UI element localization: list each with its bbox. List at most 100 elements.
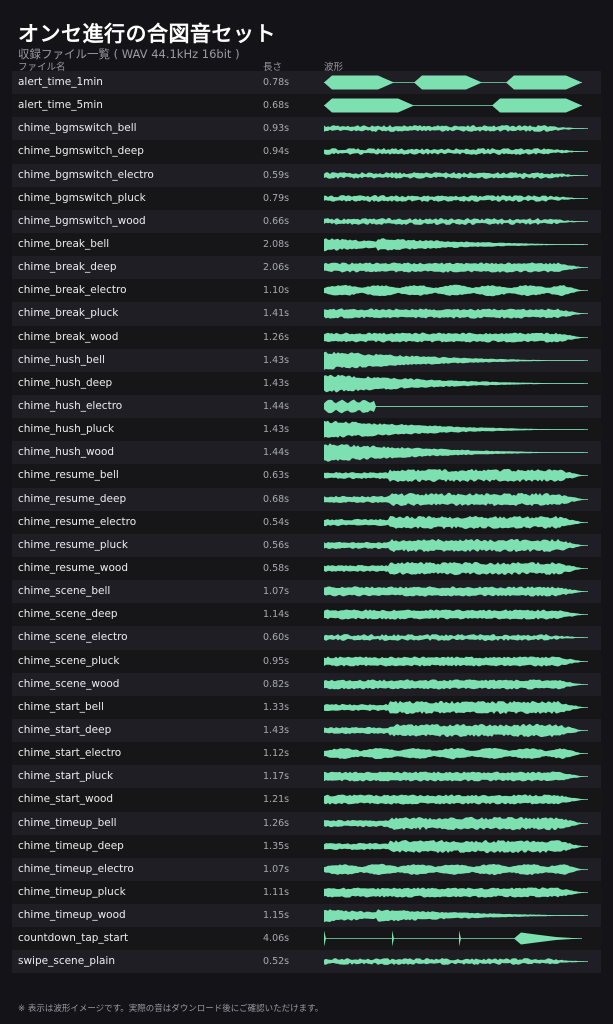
file-length: 1.44s <box>263 400 290 412</box>
file-row[interactable]: chime_timeup_wood 1.15s <box>12 904 601 928</box>
file-row[interactable]: chime_timeup_bell 1.26s <box>12 811 601 835</box>
file-row[interactable]: chime_scene_bell 1.07s <box>12 580 601 604</box>
file-row[interactable]: chime_start_pluck 1.17s <box>12 765 601 789</box>
file-row[interactable]: chime_start_bell 1.33s <box>12 695 601 719</box>
waveform-icon <box>324 238 588 252</box>
waveform-shape <box>324 958 584 966</box>
file-row[interactable]: alert_time_5min 0.68s <box>12 94 601 118</box>
file-row[interactable]: chime_start_deep 1.43s <box>12 718 601 743</box>
file-name: chime_bgmswitch_pluck <box>18 191 146 204</box>
file-length: 1.26s <box>263 817 290 829</box>
waveform-shape <box>324 308 584 320</box>
file-row[interactable]: chime_timeup_deep 1.35s <box>12 834 601 858</box>
waveform-icon <box>324 958 588 966</box>
file-row[interactable]: chime_timeup_pluck 1.11s <box>12 880 601 905</box>
file-length: 1.41s <box>263 308 290 320</box>
file-length: 0.82s <box>263 678 290 690</box>
waveform-icon <box>324 909 588 923</box>
file-row[interactable]: chime_scene_deep 1.14s <box>12 603 601 627</box>
file-row[interactable]: alert_time_1min 0.78s <box>12 71 601 95</box>
file-name: chime_timeup_wood <box>18 909 126 922</box>
waveform-icon <box>324 887 588 898</box>
waveform-icon <box>324 75 582 90</box>
file-length: 0.59s <box>263 169 290 181</box>
column-header-length: 長さ <box>263 62 283 73</box>
file-name: chime_hush_pluck <box>18 423 115 436</box>
file-row[interactable]: chime_bgmswitch_bell 0.93s <box>12 117 601 141</box>
file-row[interactable]: chime_break_wood 1.26s <box>12 325 601 349</box>
waveform-shape <box>324 399 584 414</box>
file-row[interactable]: chime_scene_wood 0.82s <box>12 672 601 696</box>
waveform-icon <box>324 723 588 738</box>
page-subtitle: 収録ファイル一覧 ( WAV 44.1kHz 16bit ) <box>18 47 240 61</box>
waveform-icon <box>324 634 588 642</box>
file-row[interactable]: chime_resume_bell 0.63s <box>12 464 601 488</box>
file-row[interactable]: chime_hush_deep 1.43s <box>12 371 601 395</box>
file-length: 0.79s <box>263 192 290 204</box>
file-row[interactable]: chime_bgmswitch_deep 0.94s <box>12 140 601 164</box>
waveform-shape <box>324 148 584 156</box>
file-row[interactable]: chime_start_electro 1.12s <box>12 742 601 766</box>
file-name: chime_resume_pluck <box>18 538 128 551</box>
file-row[interactable]: chime_start_wood 1.21s <box>12 788 601 812</box>
waveform-shape <box>324 171 584 179</box>
waveform-shape <box>324 492 584 506</box>
waveform-shape <box>324 930 580 947</box>
footnote: ※ 表示は波形イメージです。実際の音はダウンロード後にご確認いただけます。 <box>18 1004 324 1014</box>
file-length: 0.94s <box>263 146 290 158</box>
file-length: 1.43s <box>263 377 290 389</box>
file-name: chime_hush_deep <box>18 376 113 389</box>
file-name: chime_break_deep <box>18 261 117 274</box>
waveform-shape <box>324 679 584 690</box>
file-length: 0.63s <box>263 470 290 482</box>
waveform-icon <box>324 794 588 805</box>
file-length: 0.68s <box>263 100 290 112</box>
file-length: 0.68s <box>263 493 290 505</box>
file-row[interactable]: chime_hush_electro 1.44s <box>12 394 601 419</box>
file-row[interactable]: chime_bgmswitch_wood 0.66s <box>12 209 601 233</box>
file-length: 1.33s <box>263 701 290 713</box>
file-name: chime_resume_deep <box>18 492 127 505</box>
file-row[interactable]: chime_resume_electro 0.54s <box>12 510 601 534</box>
waveform-shape <box>324 469 584 483</box>
file-name: alert_time_5min <box>18 99 103 112</box>
waveform-icon <box>324 125 588 133</box>
waveform-shape <box>324 443 584 462</box>
waveform-icon <box>324 374 588 393</box>
file-name: countdown_tap_start <box>18 932 129 945</box>
file-row[interactable]: chime_hush_pluck 1.43s <box>12 418 601 442</box>
file-name: chime_scene_pluck <box>18 654 120 667</box>
file-name: chime_hush_electro <box>18 399 123 412</box>
waveform-icon <box>324 420 588 438</box>
file-row[interactable]: chime_hush_wood 1.44s <box>12 441 601 465</box>
file-row[interactable]: chime_hush_bell 1.43s <box>12 348 601 372</box>
file-row[interactable]: chime_resume_deep 0.68s <box>12 487 601 511</box>
file-row[interactable]: chime_timeup_electro 1.07s <box>12 857 601 881</box>
file-length: 1.12s <box>263 748 290 760</box>
file-row[interactable]: chime_resume_pluck 0.56s <box>12 533 601 557</box>
waveform-icon <box>324 679 588 690</box>
file-row[interactable]: chime_break_electro 1.10s <box>12 279 601 303</box>
file-name: chime_resume_wood <box>18 561 128 574</box>
waveform-shape <box>324 515 584 529</box>
waveform-icon <box>324 771 588 782</box>
file-name: chime_scene_bell <box>18 585 111 598</box>
file-row[interactable]: swipe_scene_plain 0.52s <box>12 950 601 974</box>
waveform-shape <box>324 262 584 273</box>
file-row[interactable]: chime_resume_wood 0.58s <box>12 556 601 581</box>
waveform-shape <box>324 723 584 738</box>
file-row[interactable]: chime_bgmswitch_pluck 0.79s <box>12 186 601 210</box>
file-name: chime_bgmswitch_bell <box>18 122 137 135</box>
file-row[interactable]: chime_break_deep 2.06s <box>12 256 601 280</box>
file-row[interactable]: chime_bgmswitch_electro 0.59s <box>12 163 601 187</box>
waveform-icon <box>324 656 588 667</box>
file-length: 1.07s <box>263 863 290 875</box>
file-row[interactable]: chime_break_pluck 1.41s <box>12 302 601 326</box>
file-row[interactable]: chime_scene_pluck 0.95s <box>12 649 601 673</box>
file-row[interactable]: chime_break_bell 2.08s <box>12 232 601 257</box>
file-row[interactable]: countdown_tap_start 4.06s <box>12 927 601 951</box>
file-length: 0.54s <box>263 516 290 528</box>
waveform-icon <box>324 609 588 620</box>
file-row[interactable]: chime_scene_electro 0.60s <box>12 626 601 650</box>
file-length: 1.11s <box>263 886 290 898</box>
